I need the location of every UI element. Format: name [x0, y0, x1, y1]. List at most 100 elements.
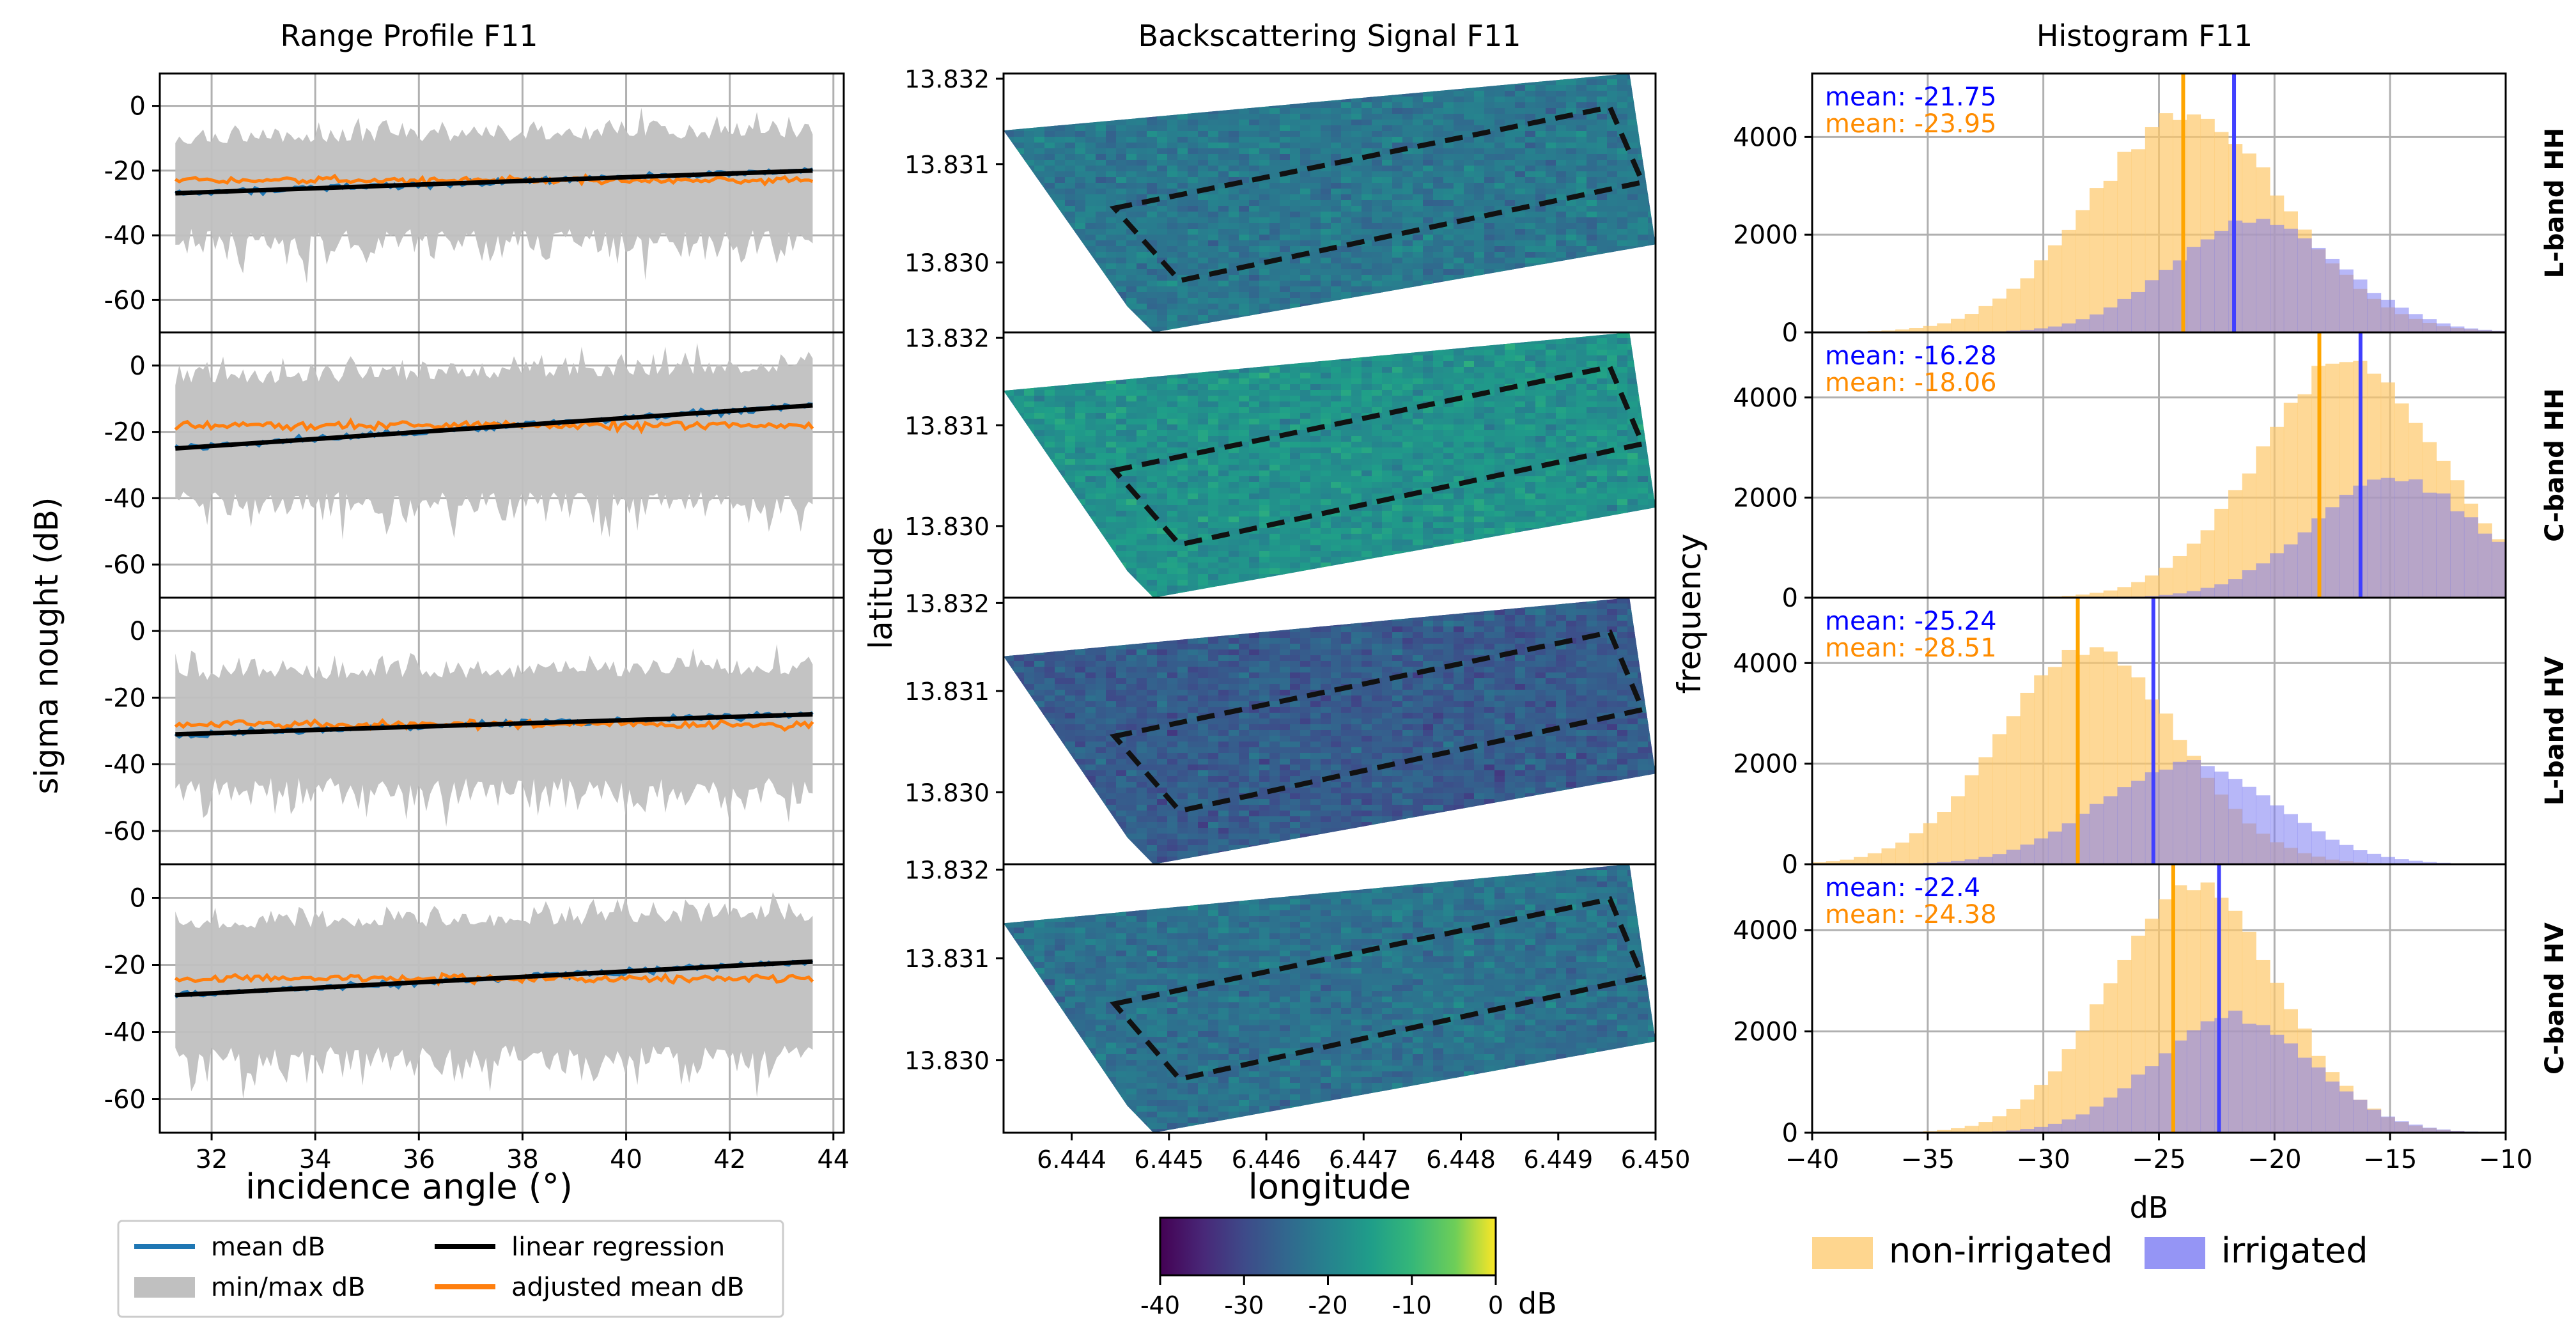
pixel-cell	[1454, 166, 1464, 172]
pixel-cell	[1075, 166, 1086, 172]
pixel-cell	[1351, 217, 1362, 224]
pixel-cell	[1607, 166, 1618, 172]
pixel-cell	[1525, 137, 1536, 143]
pixel-cell	[1351, 235, 1362, 241]
pixel-cell	[1638, 229, 1649, 235]
pixel-cell	[1157, 488, 1168, 494]
pixel-cell	[1484, 482, 1495, 488]
pixel-cell	[1372, 442, 1383, 448]
pixel-cell	[1044, 390, 1055, 396]
pixel-cell	[1065, 350, 1076, 356]
pixel-cell	[1126, 189, 1137, 195]
pixel-cell	[1576, 143, 1587, 149]
pixel-cell	[1116, 114, 1127, 120]
pixel-cell	[1587, 183, 1597, 189]
pixel-cell	[1423, 321, 1434, 327]
pixel-cell	[1075, 401, 1086, 408]
pixel-cell	[1177, 413, 1188, 419]
pixel-cell	[1627, 430, 1638, 437]
pixel-cell	[1587, 102, 1597, 109]
pixel-cell	[1505, 85, 1516, 91]
pixel-cell	[1004, 137, 1014, 143]
pixel-cell	[1535, 309, 1546, 316]
pixel-cell	[1259, 396, 1270, 402]
pixel-cell	[1218, 436, 1229, 442]
pixel-cell	[1034, 315, 1045, 322]
pixel-cell	[1474, 125, 1485, 132]
pixel-cell	[1004, 79, 1014, 86]
pixel-cell	[1075, 367, 1086, 373]
pixel-cell	[1208, 493, 1219, 500]
pixel-cell	[1331, 338, 1342, 345]
pixel-cell	[1321, 131, 1331, 137]
pixel-cell	[1249, 160, 1260, 166]
pixel-cell	[1351, 246, 1362, 252]
pixel-cell	[1106, 183, 1117, 189]
pixel-cell	[1331, 275, 1342, 281]
pixel-cell	[1627, 200, 1638, 206]
pixel-cell	[1433, 384, 1444, 391]
pixel-cell	[1126, 338, 1137, 345]
pixel-cell	[1177, 125, 1188, 132]
pixel-cell	[1280, 229, 1291, 235]
pixel-cell	[1249, 384, 1260, 391]
pixel-cell	[1474, 447, 1485, 454]
pixel-cell	[1576, 436, 1587, 442]
pixel-cell	[1075, 79, 1086, 86]
pixel-cell	[1188, 499, 1199, 506]
pixel-cell	[1423, 206, 1434, 212]
pixel-cell	[1443, 206, 1454, 212]
pixel-cell	[1617, 275, 1628, 281]
pixel-cell	[1648, 286, 1656, 293]
pixel-cell	[1290, 154, 1301, 160]
pixel-cell	[1269, 125, 1280, 132]
pixel-cell	[1208, 430, 1219, 437]
pixel-cell	[1034, 229, 1045, 235]
pixel-cell	[1638, 453, 1649, 460]
pixel-cell	[1310, 240, 1321, 247]
pixel-cell	[1096, 350, 1106, 356]
pixel-cell	[1280, 424, 1291, 431]
pixel-cell	[1362, 235, 1372, 241]
pixel-cell	[1085, 125, 1096, 132]
pixel-cell	[1515, 258, 1526, 264]
pixel-cell	[1587, 252, 1597, 258]
pixel-cell	[1126, 355, 1137, 362]
pixel-cell	[1280, 177, 1291, 183]
pixel-cell	[1494, 217, 1505, 224]
pixel-cell	[1597, 235, 1608, 241]
pixel-cell	[1494, 246, 1505, 252]
pixel-cell	[1597, 401, 1608, 408]
pixel-cell	[1116, 430, 1127, 437]
pixel-cell	[1014, 177, 1025, 183]
pixel-cell	[1413, 108, 1424, 114]
pixel-cell	[1505, 390, 1516, 396]
pixel-cell	[1044, 183, 1055, 189]
pixel-cell	[1004, 315, 1014, 322]
pixel-cell	[1106, 321, 1117, 327]
pixel-cell	[1208, 465, 1219, 471]
pixel-cell	[1484, 183, 1495, 189]
pixel-cell	[1085, 85, 1096, 91]
pixel-cell	[1229, 125, 1239, 132]
pixel-cell	[1566, 384, 1577, 391]
pixel-cell	[1433, 194, 1444, 201]
pixel-cell	[1198, 125, 1209, 132]
pixel-cell	[1607, 235, 1618, 241]
pixel-cell	[1494, 240, 1505, 247]
pixel-cell	[1147, 200, 1158, 206]
pixel-cell	[1085, 476, 1096, 483]
pixel-cell	[1055, 350, 1066, 356]
pixel-cell	[1106, 453, 1117, 460]
pixel-cell	[1034, 281, 1045, 287]
pixel-cell	[1494, 447, 1505, 454]
pixel-cell	[1106, 200, 1117, 206]
pixel-cell	[1546, 79, 1556, 86]
pixel-cell	[1382, 275, 1393, 281]
pixel-cell	[1024, 384, 1035, 391]
pixel-cell	[1116, 292, 1127, 299]
pixel-cell	[1157, 344, 1168, 350]
pixel-cell	[1464, 235, 1475, 241]
pixel-cell	[1218, 79, 1229, 86]
pixel-cell	[1137, 212, 1147, 218]
